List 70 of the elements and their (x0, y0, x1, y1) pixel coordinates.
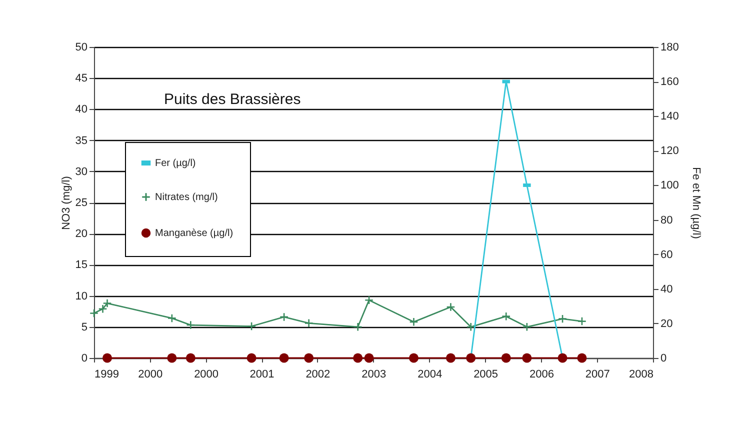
point (577, 353, 587, 363)
y2-tick-label: 180 (660, 42, 679, 54)
point (186, 353, 196, 363)
point (577, 316, 586, 326)
y-tick-label: 5 (81, 321, 88, 334)
x-tick-label: 2000 (138, 368, 163, 380)
y2-tick-label: 80 (660, 214, 673, 226)
point (89, 308, 99, 318)
x-tick-label: 2006 (529, 368, 554, 380)
legend-label: Manganèse (µg/l) (155, 228, 234, 239)
y2-tick-label: 60 (660, 248, 673, 261)
point (409, 317, 418, 326)
point (247, 322, 256, 331)
point (364, 353, 374, 363)
y2-tick-label: 40 (660, 283, 673, 296)
point (446, 353, 456, 363)
y-tick-label: 15 (75, 259, 88, 272)
point (502, 312, 511, 321)
point (466, 353, 476, 363)
point (279, 353, 289, 363)
point (446, 302, 456, 312)
y-tick-label: 30 (75, 166, 88, 178)
point (167, 353, 177, 363)
x-tick-label: 2002 (306, 368, 330, 380)
point (167, 314, 176, 323)
point (102, 298, 112, 308)
legend-label: Nitrates (mg/l) (155, 192, 218, 203)
x-tick-label: 1999 (94, 368, 119, 380)
y2-axis-title: Fe et Mn (µg/l) (690, 167, 702, 239)
x-tick-label: 2004 (418, 368, 442, 380)
point (522, 322, 532, 332)
point (364, 296, 374, 305)
x-tick-label: 2007 (585, 368, 610, 380)
point (409, 353, 418, 363)
x-tick-label: 2003 (362, 368, 386, 380)
point (501, 353, 511, 363)
y-tick-label: 35 (75, 134, 88, 147)
point (246, 353, 256, 363)
point (102, 353, 112, 363)
point (304, 353, 314, 363)
point (558, 353, 568, 363)
point (353, 322, 362, 332)
y-tick-label: 45 (75, 72, 88, 85)
y2-tick-label: 100 (660, 180, 679, 192)
y-tick-label: 20 (75, 228, 88, 240)
text: Puits des Brassières (164, 91, 301, 108)
x-tick-label: 2008 (629, 368, 654, 380)
y-tick-label: 25 (75, 197, 88, 209)
point (466, 322, 476, 332)
point (304, 318, 314, 328)
x-tick-label: 2000 (194, 368, 219, 380)
y2-tick-label: 160 (660, 76, 679, 88)
point (353, 353, 363, 363)
point (186, 320, 196, 330)
x-tick-label: 2005 (474, 368, 498, 380)
y2-tick-label: 140 (660, 110, 679, 123)
y-tick-label: 50 (75, 42, 88, 54)
point (522, 353, 532, 363)
y-tick-label: 0 (81, 352, 88, 364)
y2-tick-label: 0 (660, 352, 667, 364)
point (98, 304, 108, 314)
y-tick-label: 10 (75, 290, 88, 302)
y2-tick-label: 120 (660, 145, 679, 158)
y-axis-title: NO3 (mg/l) (60, 176, 72, 230)
legend-label: Fer (µg/l) (155, 158, 196, 169)
y2-tick-label: 20 (660, 318, 673, 330)
x-tick-label: 2001 (250, 368, 274, 380)
y-tick-label: 40 (75, 104, 88, 116)
point (558, 314, 568, 324)
point (280, 312, 289, 322)
